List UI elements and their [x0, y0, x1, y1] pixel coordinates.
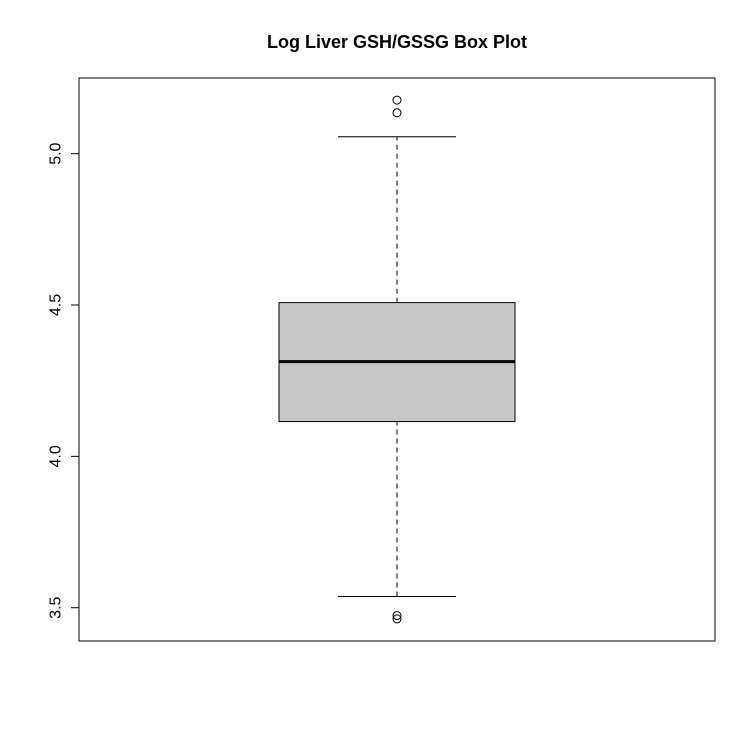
outlier-point	[392, 95, 402, 105]
outlier-point	[392, 108, 402, 118]
outlier-point	[392, 614, 402, 624]
chart-title: Log Liver GSH/GSSG Box Plot	[267, 32, 527, 52]
outlier-point	[392, 611, 402, 621]
y-tick-label: 4.5	[48, 294, 65, 316]
y-tick-label: 4.0	[48, 445, 65, 467]
box-plot	[278, 95, 516, 624]
y-tick-label: 5.0	[48, 142, 65, 164]
y-axis: 3.5 4.0 4.5 5.0	[48, 142, 80, 619]
y-tick-label: 3.5	[48, 596, 65, 618]
